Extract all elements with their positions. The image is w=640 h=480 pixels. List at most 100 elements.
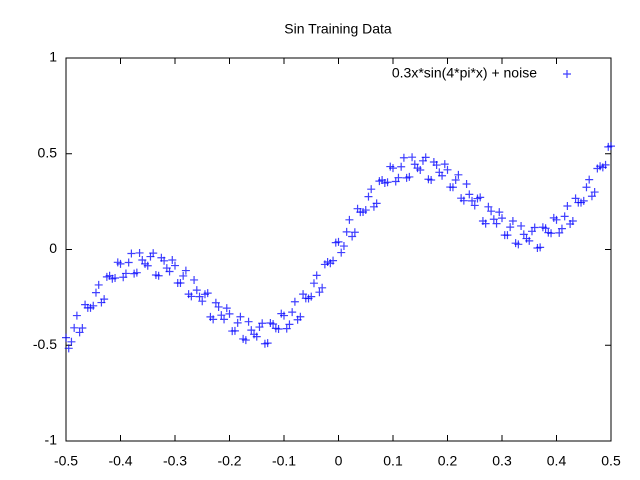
point (585, 175, 594, 184)
x-tick-label: 0.4 (547, 453, 567, 469)
point (593, 164, 602, 173)
point (566, 220, 575, 229)
point (309, 279, 318, 288)
point (345, 215, 354, 224)
point (375, 177, 384, 186)
point (304, 294, 313, 303)
point (331, 238, 340, 247)
point (255, 323, 264, 332)
point (500, 231, 509, 240)
point (127, 249, 136, 258)
point (290, 297, 299, 306)
point (282, 324, 291, 333)
point (225, 309, 234, 318)
x-tick-label: -0.2 (217, 453, 241, 469)
point (151, 270, 160, 279)
point (285, 320, 294, 329)
point (408, 153, 417, 162)
point (560, 212, 569, 221)
point (228, 327, 237, 336)
point (113, 258, 122, 267)
point (97, 298, 106, 307)
point (260, 339, 269, 348)
point (124, 258, 133, 267)
point (173, 279, 182, 288)
point (198, 297, 207, 306)
chart-title: Sin Training Data (284, 21, 392, 37)
x-tick-label: 0 (335, 453, 343, 469)
point (544, 228, 553, 237)
point (590, 188, 599, 197)
point (386, 162, 395, 171)
point (429, 157, 438, 166)
point (435, 168, 444, 177)
point (473, 194, 482, 203)
point (454, 170, 463, 179)
point (527, 227, 536, 236)
point (250, 330, 259, 339)
point (211, 298, 220, 307)
plot-frame (65, 57, 612, 442)
point (220, 315, 229, 324)
point (462, 180, 471, 189)
point (236, 312, 245, 321)
x-tick-label: 0.1 (383, 453, 403, 469)
point (443, 165, 452, 174)
point (353, 204, 362, 213)
point (75, 328, 84, 337)
point (582, 183, 591, 192)
point (506, 223, 515, 232)
point (468, 196, 477, 205)
point (102, 272, 111, 281)
x-tick-label: -0.5 (54, 453, 78, 469)
x-tick-label: -0.4 (108, 453, 132, 469)
point (557, 224, 566, 233)
point (312, 271, 321, 280)
point (391, 177, 400, 186)
point (484, 202, 493, 211)
point (538, 223, 547, 232)
point (604, 142, 613, 151)
x-tick-label: 0.3 (492, 453, 512, 469)
point (549, 213, 558, 222)
point (130, 269, 139, 278)
point (470, 201, 479, 210)
point (399, 153, 408, 162)
point (214, 302, 223, 311)
legend-label: 0.3x*sin(4*pi*x) + noise (392, 65, 537, 81)
point (342, 227, 351, 236)
point (587, 192, 596, 201)
point (508, 216, 517, 225)
point (233, 318, 242, 327)
point (498, 214, 506, 223)
point (369, 202, 378, 211)
point (492, 219, 501, 228)
point (350, 228, 359, 237)
y-tick-label: -1 (45, 432, 58, 448)
point (195, 292, 204, 301)
x-tick-label: -0.1 (272, 453, 296, 469)
point (326, 259, 335, 268)
point (239, 334, 248, 343)
point (190, 275, 199, 284)
point (64, 344, 73, 353)
point (367, 185, 376, 194)
point (288, 308, 297, 317)
point (108, 274, 117, 283)
point (141, 259, 150, 268)
point (244, 317, 253, 326)
point (78, 324, 87, 333)
point (135, 248, 144, 257)
point (522, 234, 531, 243)
point (364, 192, 373, 201)
point (495, 208, 504, 217)
point (402, 173, 411, 182)
point (519, 230, 528, 239)
legend-marker (563, 70, 571, 78)
point (413, 164, 422, 173)
point (70, 323, 79, 332)
point (397, 162, 406, 171)
point (222, 304, 231, 313)
point (598, 163, 607, 172)
